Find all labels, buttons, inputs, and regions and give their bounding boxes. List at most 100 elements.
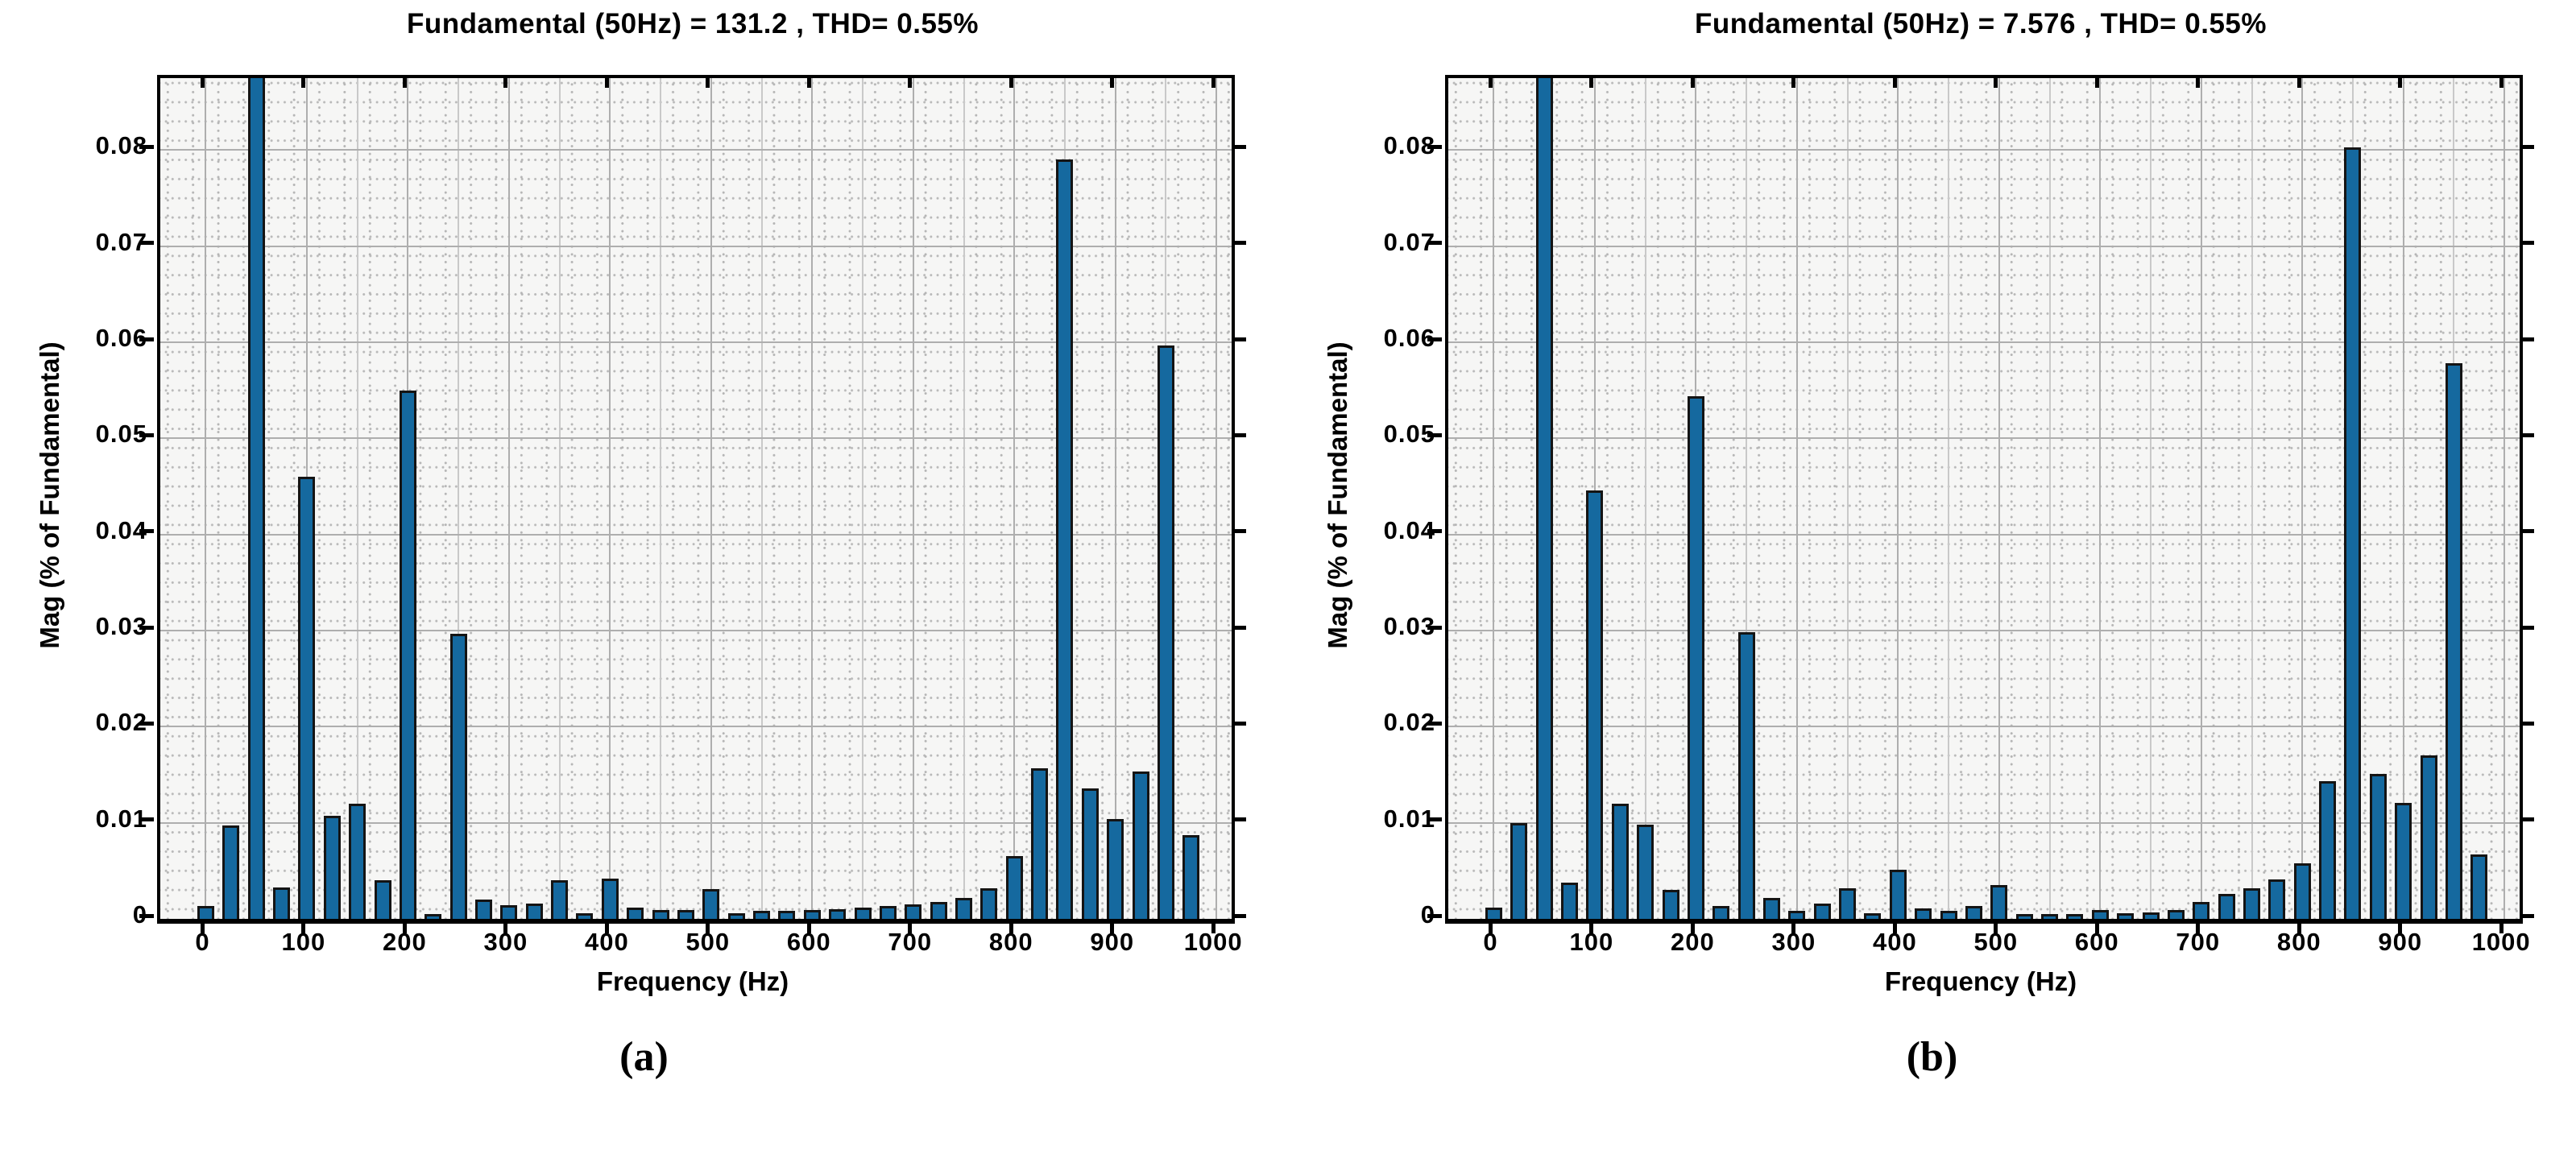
chart-title: Fundamental (50Hz) = 131.2 , THD= 0.55%: [406, 8, 979, 39]
panel-caption: (a): [619, 1034, 669, 1080]
harmonic-bar: [905, 904, 922, 919]
x-tick-label: 800: [988, 928, 1033, 956]
major-gridline-horizontal: [160, 245, 1232, 247]
harmonic-bar: [1056, 159, 1074, 919]
x-tick-label: 400: [584, 928, 629, 956]
harmonic-bar: [627, 907, 644, 919]
harmonic-bar: [2193, 901, 2210, 919]
harmonic-bar: [2293, 862, 2311, 919]
harmonic-bar: [1990, 885, 2008, 919]
major-gridline-horizontal: [1448, 245, 2520, 247]
major-gridline-vertical: [2504, 78, 2506, 919]
harmonic-bar: [1510, 822, 1528, 919]
major-gridline-vertical: [2099, 78, 2102, 919]
major-gridline-horizontal: [160, 437, 1232, 440]
x-tick-label: 400: [1872, 928, 1917, 956]
harmonic-bar: [1763, 897, 1780, 919]
harmonic-bar: [2167, 910, 2185, 919]
harmonic-bar: [2117, 912, 2135, 919]
harmonic-bar: [601, 878, 619, 919]
major-gridline-horizontal: [160, 821, 1232, 824]
harmonic-bar: [1611, 803, 1629, 919]
harmonic-bar: [1561, 882, 1579, 919]
major-gridline-vertical: [1998, 78, 2000, 919]
minor-gridline-vertical: [1644, 78, 1646, 919]
major-gridline-vertical: [1795, 78, 1798, 919]
harmonic-bar: [2142, 912, 2160, 919]
harmonic-bar: [323, 816, 341, 919]
y-tick-label: 0.05: [95, 420, 147, 449]
harmonic-bar: [2243, 887, 2260, 919]
y-tick-label: 0.01: [95, 804, 147, 833]
minor-gridline-vertical: [1846, 78, 1849, 919]
major-gridline-vertical: [912, 78, 914, 919]
major-gridline-horizontal: [1448, 437, 2520, 440]
y-tick-label: 0.02: [95, 708, 147, 737]
y-tick-label: 0.06: [95, 324, 147, 353]
major-gridline-vertical: [1013, 78, 1016, 919]
harmonic-bar: [1965, 906, 1982, 919]
y-axis-label: Mag (% of Fundamental): [1323, 341, 1352, 649]
major-gridline-vertical: [1114, 78, 1116, 919]
x-tick-label: 100: [1569, 928, 1614, 956]
x-axis-label: Frequency (Hz): [596, 966, 789, 996]
harmonic-bar: [2091, 910, 2109, 919]
harmonic-bar: [1107, 818, 1124, 919]
harmonic-bar: [803, 910, 821, 919]
harmonic-bar: [879, 906, 897, 919]
harmonic-bar: [349, 803, 367, 919]
y-tick-label: 0.06: [1383, 324, 1435, 353]
minor-gridline-vertical: [356, 78, 358, 919]
y-tick-label: 0.03: [1383, 612, 1435, 641]
harmonic-bar: [778, 911, 796, 919]
x-tick-label: 0: [1483, 928, 1498, 956]
x-tick-label: 1000: [1183, 928, 1243, 956]
harmonic-bar: [1485, 907, 1502, 919]
major-gridline-horizontal: [1448, 821, 2520, 824]
harmonic-bar: [1132, 771, 1149, 919]
x-tick-label: 600: [786, 928, 831, 956]
minor-gridline-vertical: [963, 78, 965, 919]
y-tick-label: 0.02: [1383, 708, 1435, 737]
harmonic-bar: [1889, 870, 1907, 919]
harmonic-bar: [2470, 854, 2488, 919]
harmonic-bar: [1915, 908, 1932, 919]
harmonic-bar: [1839, 887, 1857, 919]
harmonic-bar: [2041, 914, 2059, 919]
panel-caption: (b): [1906, 1034, 1958, 1080]
harmonic-bar: [525, 903, 543, 919]
major-gridline-horizontal: [1448, 149, 2520, 151]
minor-gridline-vertical: [1948, 78, 1950, 919]
harmonic-bar: [1081, 788, 1099, 919]
major-gridline-vertical: [205, 78, 207, 919]
harmonic-bar: [1788, 911, 1806, 919]
harmonic-bar: [1864, 912, 1882, 919]
harmonic-bar: [475, 900, 492, 919]
x-tick-label: 500: [685, 928, 731, 956]
minor-gridline-vertical: [862, 78, 864, 919]
y-tick-label: 0.01: [1383, 804, 1435, 833]
harmonic-bar: [1182, 835, 1200, 919]
plot-area: [157, 75, 1235, 924]
x-axis-label: Frequency (Hz): [1884, 966, 2077, 996]
harmonic-bar: [2268, 879, 2286, 919]
harmonic-bar: [449, 633, 467, 919]
y-tick-label: 0.07: [1383, 227, 1435, 256]
major-gridline-vertical: [1216, 78, 1218, 919]
x-tick-label: 900: [1090, 928, 1135, 956]
minor-gridline-vertical: [458, 78, 460, 919]
x-tick-label: 500: [1973, 928, 2019, 956]
harmonic-bar: [1637, 825, 1655, 919]
minor-gridline-vertical: [760, 78, 763, 919]
y-tick-label: 0.04: [95, 515, 147, 544]
x-tick-label: 700: [2176, 928, 2221, 956]
x-tick-label: 100: [281, 928, 326, 956]
harmonic-bar: [1687, 395, 1704, 919]
x-tick-label: 200: [1671, 928, 1715, 956]
harmonic-bar: [1813, 903, 1831, 919]
major-gridline-vertical: [1493, 78, 1495, 919]
minor-gridline-vertical: [1746, 78, 1748, 919]
harmonic-bar: [1005, 856, 1023, 919]
x-tick-label: 800: [2276, 928, 2321, 956]
harmonic-bar: [298, 477, 316, 919]
